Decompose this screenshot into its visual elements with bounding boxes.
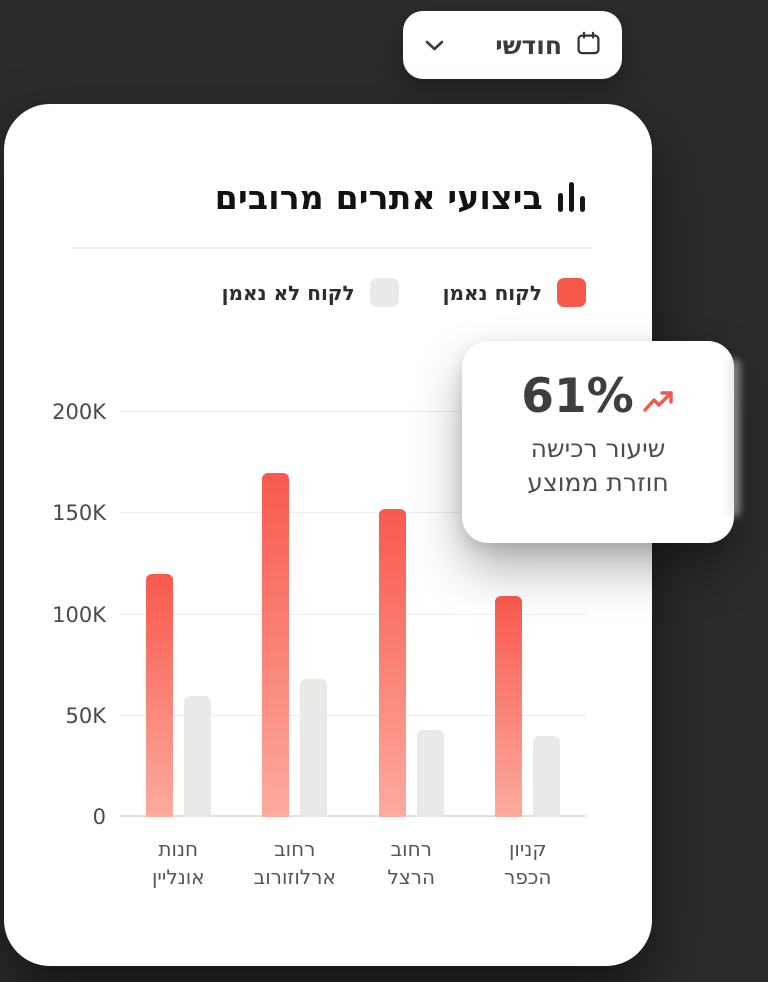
bar-group	[353, 412, 470, 817]
stat-description-line1: שיעור רכישה	[530, 434, 666, 463]
x-cell: רחוב ארלוזורוב	[237, 835, 354, 891]
gridline	[120, 411, 586, 412]
page-title: ביצועי אתרים מרובים	[214, 178, 543, 217]
period-dropdown-label: חודשי	[495, 30, 562, 60]
gridline	[120, 613, 586, 615]
bar-groups	[120, 412, 586, 817]
stat-description-line2: חוזרת ממוצע	[527, 468, 669, 497]
plot-area: 0 50K 100K 150K 200K	[52, 400, 586, 829]
x-cell: רחוב הרצל	[353, 835, 470, 891]
stat-value: 61%	[521, 369, 634, 424]
bar-not-loyal[interactable]	[416, 729, 444, 817]
y-tick-label: 150K	[52, 501, 106, 526]
trend-up-icon	[643, 390, 675, 417]
bar-loyal[interactable]	[262, 472, 290, 817]
stat-description: שיעור רכישה חוזרת ממוצע	[527, 432, 669, 500]
gridline	[120, 512, 586, 514]
category-label: חנות אונליין	[151, 837, 205, 889]
period-dropdown[interactable]: חודשי	[403, 11, 622, 79]
stat-card: 61% שיעור רכישה חוזרת ממוצע	[462, 341, 734, 543]
gridline	[120, 815, 586, 817]
bar-group	[470, 412, 587, 817]
bar-chart-icon	[558, 181, 585, 214]
legend-item-not-loyal[interactable]: לקוח לא נאמן	[222, 278, 399, 307]
category-label: קניון הכפר	[504, 837, 552, 889]
y-tick-label: 0	[92, 805, 106, 829]
calendar-icon	[575, 30, 602, 61]
legend-item-loyal[interactable]: לקוח נאמן	[443, 278, 586, 307]
y-tick-label: 100K	[52, 602, 106, 627]
bar-group	[120, 412, 237, 817]
y-tick-label: 200K	[52, 400, 106, 424]
legend-swatch-not-loyal	[369, 278, 399, 307]
period-dropdown-main: חודשי	[495, 30, 602, 61]
chart-legend: לקוח נאמן לקוח לא נאמן	[222, 278, 586, 307]
bar-not-loyal[interactable]	[183, 695, 211, 817]
legend-swatch-loyal	[557, 278, 586, 307]
y-tick-label: 50K	[65, 703, 107, 728]
category-label: רחוב הרצל	[387, 837, 436, 889]
card-header: ביצועי אתרים מרובים	[215, 178, 585, 217]
bar-not-loyal[interactable]	[533, 736, 561, 817]
chevron-down-icon	[425, 36, 444, 55]
x-axis-labels: חנות אונליין רחוב ארלוזורוב רחוב הרצל קניון…	[120, 835, 586, 891]
category-label: רחוב ארלוזורוב	[253, 837, 336, 889]
bar-loyal[interactable]	[495, 596, 523, 817]
bar-loyal[interactable]	[378, 509, 406, 817]
x-cell: קניון הכפר	[470, 835, 587, 891]
bar-group	[237, 412, 354, 817]
x-cell: חנות אונליין	[120, 835, 237, 891]
legend-label-loyal: לקוח נאמן	[442, 280, 542, 305]
gridline	[120, 714, 586, 716]
bar-loyal[interactable]	[145, 574, 173, 817]
legend-label-not-loyal: לקוח לא נאמן	[221, 280, 355, 305]
bar-not-loyal[interactable]	[300, 679, 328, 817]
stat-value-row: 61%	[521, 373, 675, 420]
divider	[73, 247, 592, 249]
